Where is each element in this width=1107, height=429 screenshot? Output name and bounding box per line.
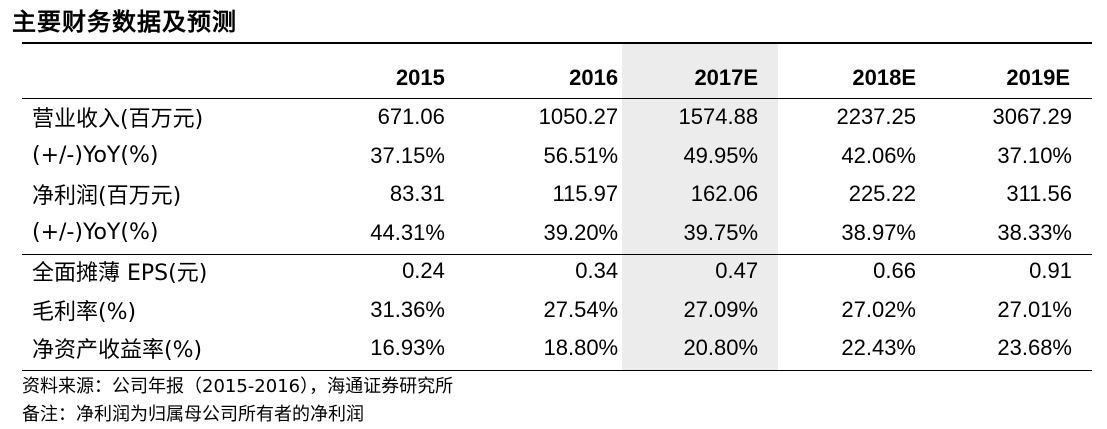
table-bottom-rule bbox=[22, 370, 1092, 371]
table-cell: 38.33% bbox=[997, 219, 1072, 245]
table-row: (+/-)YoY(%) 37.15% 56.51% 49.95% 42.06% … bbox=[22, 137, 1092, 176]
table-cell: 27.09% bbox=[683, 296, 759, 322]
row-label: 全面摊薄 EPS(元) bbox=[32, 261, 208, 287]
table-cell: 39.75% bbox=[683, 219, 759, 245]
table-cell: 311.56 bbox=[1006, 181, 1072, 207]
table-row: 全面摊薄 EPS(元) 0.24 0.34 0.47 0.66 0.91 bbox=[22, 252, 1092, 291]
table-cell: 37.15% bbox=[370, 142, 445, 168]
header-year-2016: 2016 bbox=[569, 65, 619, 90]
header-divider bbox=[22, 98, 1092, 99]
table-row: 营业收入(百万元) 671.06 1050.27 1574.88 2237.25… bbox=[22, 98, 1092, 137]
table-cell: 2237.25 bbox=[836, 104, 916, 130]
header-year-2015: 2015 bbox=[395, 65, 445, 90]
row-label: 净利润(百万元) bbox=[32, 184, 182, 210]
table-cell: 0.47 bbox=[715, 258, 759, 284]
table-row: 净利润(百万元) 83.31 115.97 162.06 225.22 311.… bbox=[22, 175, 1092, 214]
table-cell: 27.54% bbox=[543, 296, 619, 322]
header-year-2017e: 2017E bbox=[694, 65, 759, 90]
table-row: 毛利率(%) 31.36% 27.54% 27.09% 27.02% 27.01… bbox=[22, 291, 1092, 330]
table-cell: 20.80% bbox=[683, 335, 759, 361]
remark-note: 备注：净利润为归属母公司所有者的净利润 bbox=[22, 404, 364, 425]
table-cell: 0.24 bbox=[402, 258, 445, 284]
table-cell: 1050.27 bbox=[538, 104, 619, 130]
table-cell: 225.22 bbox=[848, 181, 916, 207]
table-cell: 49.95% bbox=[683, 142, 759, 168]
title-divider bbox=[22, 42, 1092, 44]
table-cell: 162.06 bbox=[690, 181, 759, 207]
table-cell: 0.66 bbox=[873, 258, 916, 284]
header-year-2018e: 2018E bbox=[852, 65, 916, 90]
table-cell: 18.80% bbox=[543, 335, 619, 361]
table-cell: 0.91 bbox=[1029, 258, 1072, 284]
row-label: (+/-)YoY(%) bbox=[32, 220, 159, 246]
page-title: 主要财务数据及预测 bbox=[12, 7, 237, 36]
table-cell: 0.34 bbox=[575, 258, 619, 284]
table-cell: 671.06 bbox=[377, 104, 445, 130]
table-header-row: 2015 2016 2017E 2018E 2019E bbox=[22, 58, 1092, 98]
table-cell: 27.01% bbox=[997, 296, 1072, 322]
header-year-2019e: 2019E bbox=[1006, 65, 1070, 90]
table-cell: 3067.29 bbox=[992, 104, 1072, 130]
table-cell: 115.97 bbox=[552, 181, 619, 207]
table-cell: 42.06% bbox=[841, 142, 916, 168]
financial-table: 2015 2016 2017E 2018E 2019E 营业收入(百万元) 67… bbox=[22, 58, 1092, 368]
table-cell: 38.97% bbox=[841, 219, 916, 245]
table-cell: 31.36% bbox=[370, 296, 445, 322]
table-cell: 37.10% bbox=[997, 142, 1072, 168]
row-label: (+/-)YoY(%) bbox=[32, 143, 159, 169]
table-cell: 39.20% bbox=[543, 219, 619, 245]
table-cell: 16.93% bbox=[370, 335, 445, 361]
table-cell: 27.02% bbox=[841, 296, 916, 322]
table-cell: 44.31% bbox=[370, 219, 445, 245]
table-cell: 83.31 bbox=[389, 181, 445, 207]
table-cell: 23.68% bbox=[997, 335, 1072, 361]
table-row: (+/-)YoY(%) 44.31% 39.20% 39.75% 38.97% … bbox=[22, 214, 1092, 253]
table-cell: 22.43% bbox=[841, 335, 916, 361]
table-cell: 56.51% bbox=[543, 142, 619, 168]
table-cell: 1574.88 bbox=[678, 104, 759, 130]
section-divider bbox=[22, 254, 1092, 255]
row-label: 毛利率(%) bbox=[32, 299, 137, 325]
row-label: 营业收入(百万元) bbox=[32, 107, 204, 133]
row-label: 净资产收益率(%) bbox=[32, 338, 203, 364]
source-note: 资料来源：公司年报（2015-2016），海通证券研究所 bbox=[22, 376, 454, 397]
table-row: 净资产收益率(%) 16.93% 18.80% 20.80% 22.43% 23… bbox=[22, 329, 1092, 368]
header-label-cell bbox=[22, 58, 307, 98]
